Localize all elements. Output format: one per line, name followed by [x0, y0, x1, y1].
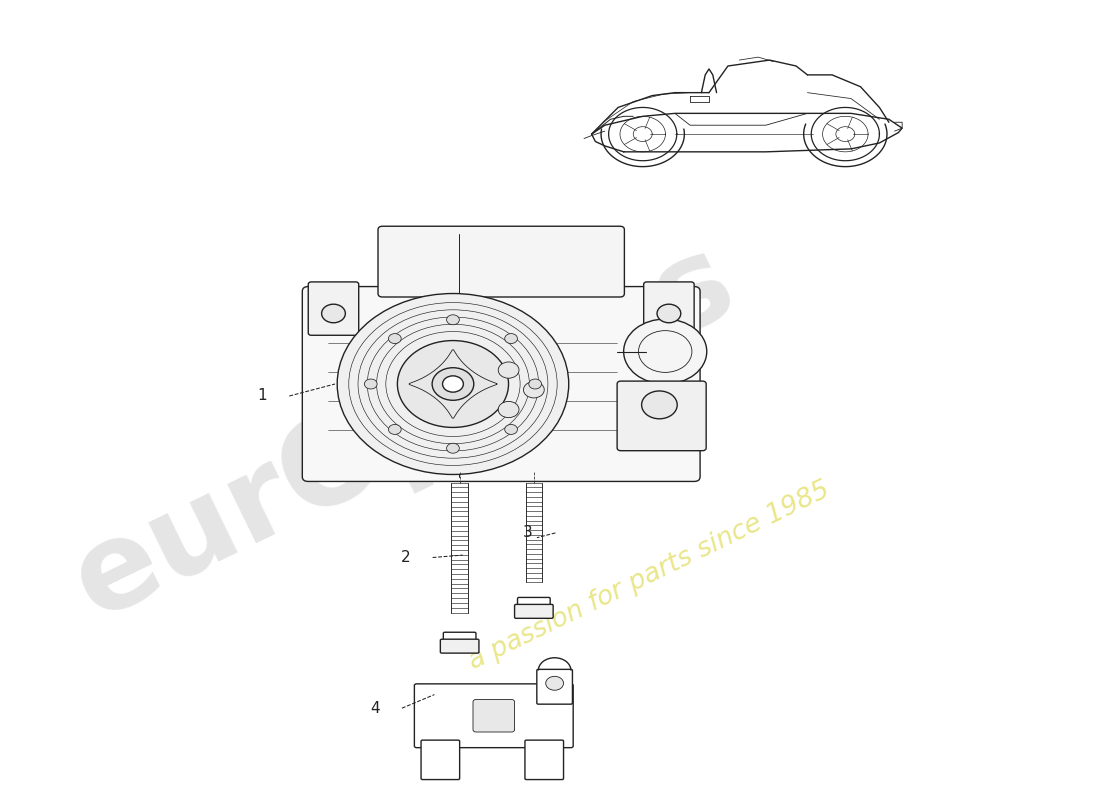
Text: eurOpares: eurOpares [55, 222, 754, 642]
Circle shape [442, 376, 463, 392]
FancyBboxPatch shape [302, 286, 700, 482]
FancyBboxPatch shape [473, 699, 515, 732]
FancyBboxPatch shape [525, 740, 563, 779]
Text: a passion for parts since 1985: a passion for parts since 1985 [465, 477, 834, 675]
Text: 1: 1 [257, 389, 267, 403]
Circle shape [657, 304, 681, 322]
Text: 2: 2 [400, 550, 410, 565]
FancyBboxPatch shape [378, 226, 625, 297]
Circle shape [397, 341, 508, 427]
Circle shape [432, 368, 474, 400]
Circle shape [505, 425, 517, 434]
FancyBboxPatch shape [440, 639, 478, 653]
Circle shape [529, 379, 541, 389]
Circle shape [524, 382, 544, 398]
Circle shape [447, 314, 460, 325]
Circle shape [641, 391, 678, 419]
FancyBboxPatch shape [617, 381, 706, 450]
FancyBboxPatch shape [515, 605, 553, 618]
FancyBboxPatch shape [537, 670, 572, 704]
Circle shape [338, 294, 569, 474]
Text: 3: 3 [524, 526, 532, 541]
FancyBboxPatch shape [421, 740, 460, 779]
FancyBboxPatch shape [443, 632, 476, 642]
Circle shape [388, 425, 401, 434]
Circle shape [364, 379, 377, 389]
Circle shape [321, 304, 345, 322]
Circle shape [498, 402, 519, 418]
Circle shape [505, 334, 517, 343]
FancyBboxPatch shape [308, 282, 359, 335]
Text: 4: 4 [370, 701, 379, 716]
FancyBboxPatch shape [644, 282, 694, 335]
FancyBboxPatch shape [415, 684, 573, 748]
Circle shape [498, 362, 519, 378]
Circle shape [447, 443, 460, 454]
Circle shape [546, 676, 563, 690]
Circle shape [388, 334, 401, 343]
Circle shape [624, 319, 707, 384]
FancyBboxPatch shape [517, 598, 550, 608]
